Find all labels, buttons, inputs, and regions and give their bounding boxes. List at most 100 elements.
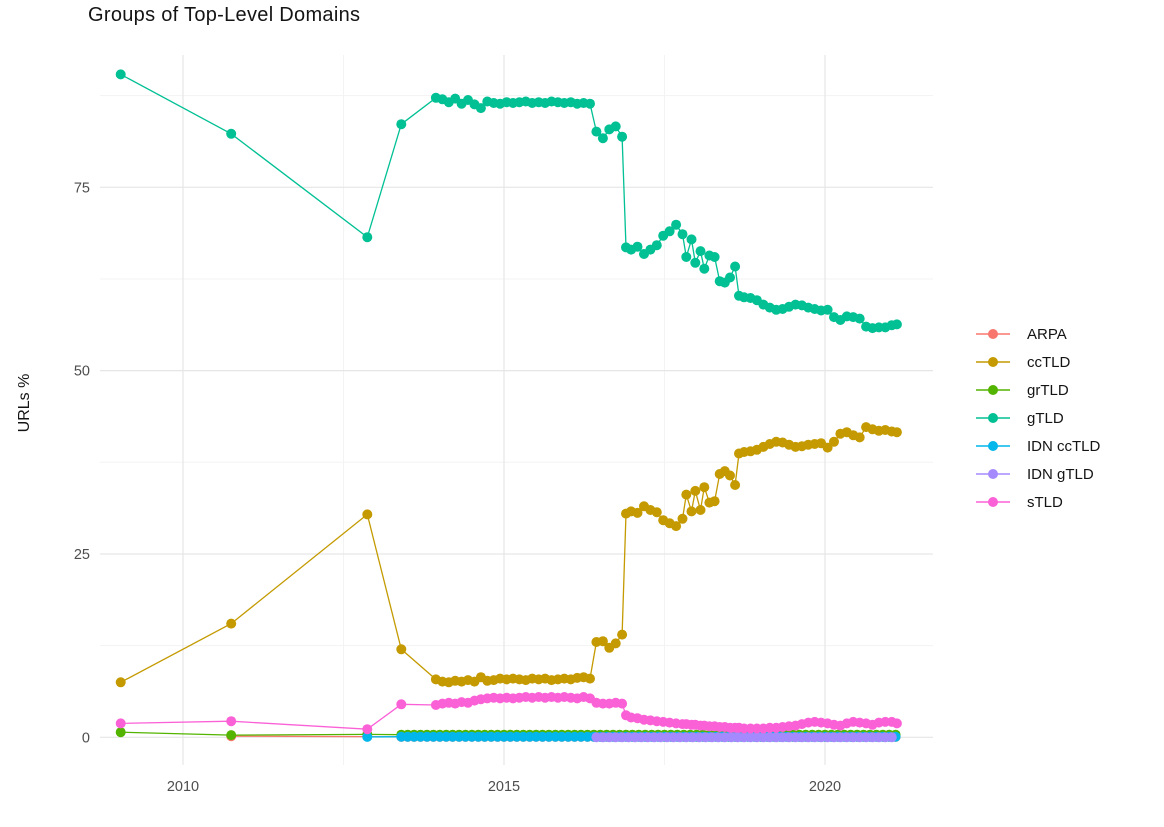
data-point	[681, 252, 692, 262]
data-point	[597, 636, 608, 647]
legend-key-icon-idn-cctld	[976, 441, 1010, 451]
data-point	[854, 432, 865, 443]
data-point	[610, 121, 621, 132]
data-point	[226, 618, 237, 629]
data-point	[362, 724, 373, 735]
data-point	[226, 128, 237, 139]
legend-label-gtld: gTLD	[1027, 409, 1064, 427]
data-point	[695, 246, 706, 257]
legend-label-idn-gtld: IDN gTLD	[1027, 465, 1094, 483]
data-point	[886, 732, 897, 743]
data-point	[115, 718, 126, 729]
data-point	[671, 219, 682, 230]
data-point	[681, 489, 692, 500]
data-point	[891, 427, 902, 438]
data-point	[822, 442, 833, 453]
data-point	[651, 507, 662, 518]
data-point	[651, 240, 662, 251]
data-point	[695, 505, 706, 515]
legend-label-idn-cctld: IDN ccTLD	[1027, 437, 1101, 455]
data-point	[699, 482, 710, 493]
series-cctld	[115, 422, 902, 688]
y-tick-label: 50	[74, 364, 90, 380]
y-tick-label: 25	[74, 547, 90, 563]
legend-key-icon-cctld	[976, 357, 1010, 367]
data-point	[597, 133, 608, 144]
data-point	[854, 313, 865, 324]
data-point	[677, 513, 688, 524]
legend-label-cctld: ccTLD	[1027, 353, 1071, 371]
data-point	[396, 119, 407, 130]
legend-key-point	[988, 469, 998, 479]
series-stld	[115, 692, 902, 735]
series-gtld-line	[120, 73, 898, 329]
legend-item-gtld: gTLD	[975, 404, 1100, 432]
data-point	[709, 252, 720, 262]
legend-label-arpa: ARPA	[1027, 325, 1067, 343]
data-point	[725, 272, 735, 283]
series-gtld	[115, 69, 902, 334]
data-point	[709, 496, 720, 507]
data-point	[396, 644, 407, 655]
series-idn-gtld	[591, 732, 897, 743]
data-point	[362, 232, 373, 243]
data-point	[725, 470, 735, 481]
data-point	[632, 241, 643, 252]
data-point	[617, 131, 628, 142]
legend-key-icon-gtld	[976, 413, 1010, 423]
data-point	[690, 485, 701, 496]
data-point	[475, 103, 486, 114]
data-point	[610, 638, 621, 649]
data-point	[664, 226, 675, 237]
data-point	[699, 263, 710, 274]
data-point	[632, 507, 643, 518]
data-point	[585, 98, 595, 109]
legend-item-idn-gtld: IDN gTLD	[975, 460, 1100, 488]
data-point	[671, 521, 682, 532]
data-point	[115, 727, 126, 738]
x-tick-label: 2010	[167, 779, 199, 795]
legend-key-point	[988, 497, 998, 507]
legend-key-point	[988, 413, 998, 423]
data-point	[585, 673, 595, 684]
legend-key-icon-grtld	[976, 385, 1010, 395]
data-point	[362, 509, 373, 520]
series-cctld-line	[120, 426, 897, 683]
data-point	[362, 731, 373, 742]
x-tick-label: 2020	[809, 779, 841, 795]
legend-key-icon-arpa	[976, 329, 1010, 339]
data-point	[686, 234, 697, 245]
data-point	[891, 319, 902, 330]
x-tick-label: 2015	[488, 779, 520, 795]
data-point	[115, 69, 126, 80]
data-point	[829, 436, 839, 447]
y-tick-label: 0	[82, 730, 90, 746]
legend: ARPA ccTLD grTLD gTLD IDN ccTLD IDN gTLD sTLD	[975, 320, 1100, 516]
data-point	[730, 480, 741, 490]
data-point	[891, 718, 902, 729]
chart-title: Groups of Top-Level Domains	[88, 4, 361, 26]
data-point	[677, 229, 688, 240]
data-point	[226, 716, 237, 727]
data-point	[686, 506, 697, 517]
data-point	[115, 677, 126, 688]
legend-item-stld: sTLD	[975, 488, 1100, 516]
legend-item-idn-cctld: IDN ccTLD	[975, 432, 1100, 460]
legend-key-point	[988, 385, 998, 395]
legend-key-point	[988, 357, 998, 367]
data-point	[690, 257, 701, 268]
y-tick-label: 75	[74, 180, 90, 196]
data-point	[617, 629, 628, 640]
data-point	[226, 730, 237, 741]
legend-item-cctld: ccTLD	[975, 348, 1100, 376]
legend-key-point	[988, 329, 998, 339]
legend-key-icon-idn-gtld	[976, 469, 1010, 479]
data-point	[822, 304, 833, 315]
data-point	[730, 261, 741, 272]
data-point	[591, 126, 602, 137]
legend-label-grtld: grTLD	[1027, 381, 1069, 399]
data-point	[396, 699, 407, 710]
data-point	[617, 698, 628, 709]
legend-label-stld: sTLD	[1027, 493, 1063, 511]
